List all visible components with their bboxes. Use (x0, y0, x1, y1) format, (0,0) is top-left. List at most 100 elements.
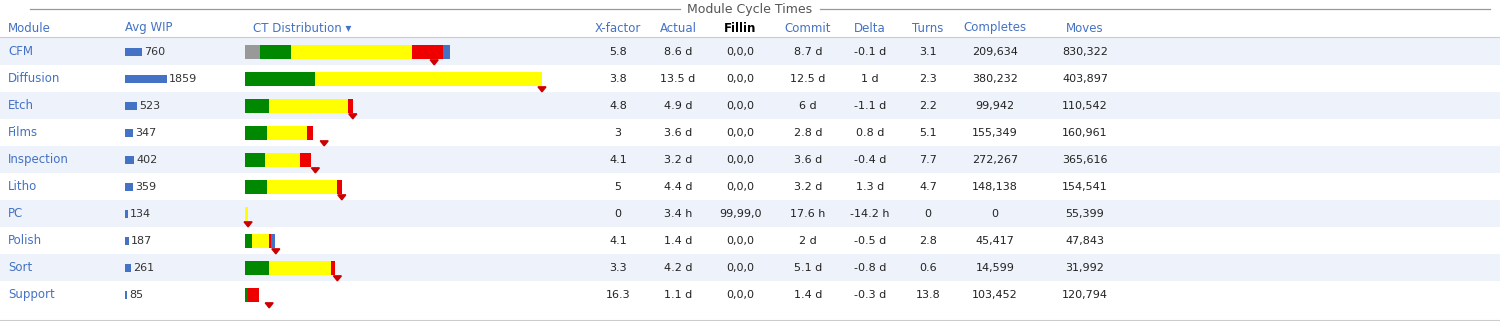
Text: 99,99,0: 99,99,0 (718, 209, 760, 219)
Text: 47,843: 47,843 (1065, 236, 1104, 246)
Text: 0,0,0: 0,0,0 (726, 47, 754, 57)
Text: 0.8 d: 0.8 d (856, 128, 883, 138)
Bar (348, 99, 352, 113)
Text: 3.2 d: 3.2 d (794, 182, 822, 192)
Text: 365,616: 365,616 (1062, 155, 1107, 165)
Bar (267, 126, 306, 140)
Text: 0: 0 (992, 209, 999, 219)
Text: Polish: Polish (8, 234, 42, 247)
Text: 4.9 d: 4.9 d (663, 101, 692, 111)
Text: 13.8: 13.8 (915, 290, 940, 300)
Text: 110,542: 110,542 (1062, 101, 1108, 111)
Text: 2 d: 2 d (800, 236, 818, 246)
Text: 0,0,0: 0,0,0 (726, 128, 754, 138)
Text: Fillin: Fillin (724, 22, 756, 34)
Text: 2.8: 2.8 (920, 236, 938, 246)
Text: 160,961: 160,961 (1062, 128, 1108, 138)
Text: 0.6: 0.6 (920, 263, 938, 273)
Text: 45,417: 45,417 (975, 236, 1014, 246)
Text: -0.4 d: -0.4 d (853, 155, 886, 165)
Bar (124, 102, 136, 110)
Bar (124, 237, 129, 245)
Bar (124, 48, 142, 56)
Text: 1.4 d: 1.4 d (794, 290, 822, 300)
Text: 155,349: 155,349 (972, 128, 1018, 138)
Text: PC: PC (8, 207, 24, 220)
Polygon shape (538, 87, 546, 92)
Text: Module Cycle Times: Module Cycle Times (687, 3, 813, 15)
Bar (268, 234, 272, 248)
Bar (124, 210, 128, 218)
Text: 85: 85 (129, 290, 142, 300)
Bar (124, 264, 130, 272)
Text: 103,452: 103,452 (972, 290, 1018, 300)
Text: 3.1: 3.1 (920, 47, 938, 57)
Text: 55,399: 55,399 (1065, 209, 1104, 219)
Text: 6 d: 6 d (800, 101, 818, 111)
Text: 0,0,0: 0,0,0 (726, 74, 754, 84)
Bar (261, 45, 291, 59)
Text: -14.2 h: -14.2 h (850, 209, 889, 219)
Bar (306, 126, 314, 140)
Polygon shape (430, 60, 438, 65)
Bar (272, 234, 274, 248)
Text: 8.6 d: 8.6 d (664, 47, 692, 57)
Text: 3.8: 3.8 (609, 74, 627, 84)
Bar (244, 207, 248, 221)
Bar (124, 183, 134, 191)
Polygon shape (350, 114, 357, 119)
Bar (413, 45, 442, 59)
Text: -0.1 d: -0.1 d (853, 47, 886, 57)
Text: Support: Support (8, 288, 54, 301)
Text: 120,794: 120,794 (1062, 290, 1108, 300)
Text: 4.1: 4.1 (609, 155, 627, 165)
Text: 1859: 1859 (170, 74, 198, 84)
Text: 1.3 d: 1.3 d (856, 182, 883, 192)
Text: 272,267: 272,267 (972, 155, 1018, 165)
Text: 4.8: 4.8 (609, 101, 627, 111)
Text: 7.7: 7.7 (920, 155, 938, 165)
Text: Avg WIP: Avg WIP (124, 22, 172, 34)
Polygon shape (312, 168, 320, 173)
Text: Completes: Completes (963, 22, 1026, 34)
Bar (300, 153, 310, 167)
Bar (124, 75, 166, 83)
Text: Delta: Delta (853, 22, 886, 34)
Text: 5.1: 5.1 (920, 128, 938, 138)
Bar (268, 261, 332, 275)
Bar (291, 45, 412, 59)
Bar (244, 126, 267, 140)
Polygon shape (338, 195, 346, 200)
Text: 5.8: 5.8 (609, 47, 627, 57)
Bar (442, 45, 450, 59)
Text: 4.4 d: 4.4 d (663, 182, 692, 192)
Text: 3.3: 3.3 (609, 263, 627, 273)
Bar (266, 153, 300, 167)
Text: 347: 347 (135, 128, 156, 138)
Text: 0: 0 (924, 209, 932, 219)
Text: 134: 134 (130, 209, 152, 219)
Text: Inspection: Inspection (8, 153, 69, 166)
Text: 523: 523 (140, 101, 160, 111)
Text: 380,232: 380,232 (972, 74, 1018, 84)
Text: 2.3: 2.3 (920, 74, 938, 84)
Text: Films: Films (8, 126, 38, 139)
Text: Litho: Litho (8, 180, 38, 193)
Text: Sort: Sort (8, 261, 33, 274)
Text: -0.8 d: -0.8 d (853, 263, 886, 273)
Bar (124, 291, 128, 299)
Bar (0, 146, 1500, 173)
Text: Module: Module (8, 22, 51, 34)
Text: 0,0,0: 0,0,0 (726, 182, 754, 192)
Text: CT Distribution ▾: CT Distribution ▾ (254, 22, 351, 34)
Bar (124, 156, 134, 164)
Polygon shape (244, 222, 252, 227)
Polygon shape (333, 276, 342, 281)
Text: -1.1 d: -1.1 d (853, 101, 886, 111)
Text: 0,0,0: 0,0,0 (726, 263, 754, 273)
Text: Etch: Etch (8, 100, 34, 112)
Text: 830,322: 830,322 (1062, 47, 1108, 57)
Bar (244, 153, 266, 167)
Text: 0,0,0: 0,0,0 (726, 236, 754, 246)
Text: Actual: Actual (660, 22, 696, 34)
